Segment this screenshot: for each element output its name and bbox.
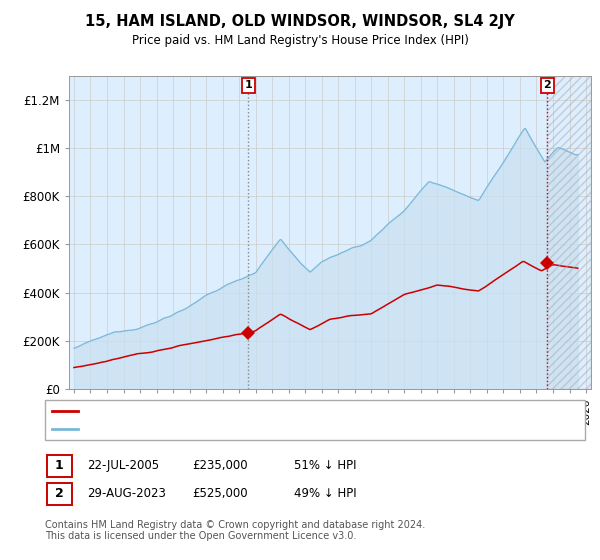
Text: 2: 2 — [544, 80, 551, 90]
Text: 15, HAM ISLAND, OLD WINDSOR, WINDSOR, SL4 2JY: 15, HAM ISLAND, OLD WINDSOR, WINDSOR, SL… — [85, 14, 515, 29]
Text: 49% ↓ HPI: 49% ↓ HPI — [294, 487, 356, 501]
Text: 2: 2 — [55, 487, 64, 501]
Text: 22-JUL-2005: 22-JUL-2005 — [87, 459, 159, 473]
Text: £235,000: £235,000 — [192, 459, 248, 473]
Bar — [547, 76, 591, 389]
Text: HPI: Average price, detached house, Windsor and Maidenhead: HPI: Average price, detached house, Wind… — [84, 423, 425, 433]
Text: £525,000: £525,000 — [192, 487, 248, 501]
Text: 29-AUG-2023: 29-AUG-2023 — [87, 487, 166, 501]
Text: 51% ↓ HPI: 51% ↓ HPI — [294, 459, 356, 473]
Text: 15, HAM ISLAND, OLD WINDSOR, WINDSOR, SL4 2JY (detached house): 15, HAM ISLAND, OLD WINDSOR, WINDSOR, SL… — [84, 407, 469, 417]
Text: Contains HM Land Registry data © Crown copyright and database right 2024.
This d: Contains HM Land Registry data © Crown c… — [45, 520, 425, 542]
Text: 1: 1 — [55, 459, 64, 473]
Text: Price paid vs. HM Land Registry's House Price Index (HPI): Price paid vs. HM Land Registry's House … — [131, 34, 469, 46]
Text: 1: 1 — [244, 80, 252, 90]
